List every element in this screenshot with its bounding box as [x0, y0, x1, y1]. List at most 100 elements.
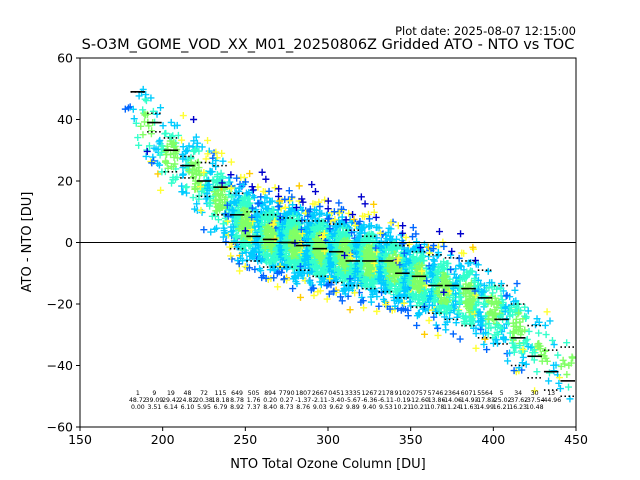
- data-point: [301, 257, 309, 265]
- data-point: [330, 287, 338, 295]
- data-point: [142, 111, 150, 119]
- data-point: [430, 313, 438, 321]
- data-point: [342, 216, 350, 224]
- data-point: [372, 213, 380, 221]
- data-point: [429, 262, 437, 270]
- data-point: [288, 193, 296, 201]
- data-point: [289, 212, 297, 220]
- data-point: [273, 255, 281, 263]
- data-point: [171, 122, 179, 130]
- data-point: [193, 200, 201, 208]
- data-point: [242, 189, 250, 197]
- data-point: [345, 209, 353, 217]
- data-point: [325, 254, 333, 262]
- bin-annotation: 1: [136, 390, 140, 397]
- bin-annotation: 9: [152, 390, 156, 397]
- data-point: [159, 122, 167, 130]
- data-point: [264, 205, 272, 213]
- data-point: [452, 297, 460, 305]
- data-point: [135, 141, 143, 149]
- data-point: [244, 219, 252, 227]
- data-point: [438, 274, 446, 282]
- data-point: [179, 112, 187, 120]
- data-point: [415, 286, 423, 294]
- data-point: [161, 130, 169, 138]
- data-point: [457, 293, 465, 301]
- data-point: [211, 188, 219, 196]
- data-point: [477, 326, 485, 334]
- data-point: [206, 168, 214, 176]
- data-point: [456, 335, 464, 343]
- data-point: [296, 262, 304, 270]
- data-point: [428, 271, 436, 279]
- data-point: [389, 272, 397, 280]
- data-point: [448, 247, 456, 255]
- data-point: [415, 299, 423, 307]
- data-point: [147, 158, 155, 166]
- data-point: [178, 136, 186, 144]
- data-point: [488, 315, 496, 323]
- chart-title: S-O3M_GOME_VOD_XX_M01_20250806Z Gridded …: [82, 37, 575, 53]
- data-point: [227, 228, 235, 236]
- data-point: [162, 147, 170, 155]
- data-point: [339, 287, 347, 295]
- bin-annotation: 6.10: [181, 404, 195, 411]
- data-point: [387, 225, 395, 233]
- y-tick-label: 60: [57, 51, 73, 66]
- data-point: [310, 231, 318, 239]
- data-point: [416, 283, 424, 291]
- y-tick-label: −60: [47, 420, 73, 435]
- data-point: [129, 105, 137, 113]
- data-point: [206, 202, 214, 210]
- bin-annotation: 7.37: [247, 404, 261, 411]
- bin-annotation: -5.67: [345, 397, 361, 404]
- x-tick-label: 400: [481, 432, 505, 447]
- data-point: [214, 216, 222, 224]
- data-point: [358, 226, 366, 234]
- data-point: [179, 143, 187, 151]
- data-point: [315, 198, 323, 206]
- bin-annotation: 5746: [428, 390, 444, 397]
- data-point: [354, 276, 362, 284]
- data-point: [337, 205, 345, 213]
- data-point: [239, 237, 247, 245]
- data-point: [386, 305, 394, 313]
- data-point: [404, 247, 412, 255]
- data-point: [433, 287, 441, 295]
- data-point: [280, 240, 288, 248]
- data-point: [190, 137, 198, 145]
- data-point: [243, 256, 251, 264]
- data-point: [332, 234, 340, 242]
- data-point: [148, 127, 156, 135]
- bin-annotation: 48.72: [129, 397, 147, 404]
- data-point: [142, 152, 150, 160]
- data-point: [242, 216, 250, 224]
- data-point: [432, 307, 440, 315]
- bin-annotation: 9102: [395, 390, 411, 397]
- data-point: [292, 204, 300, 212]
- data-point: [384, 229, 392, 237]
- data-point: [242, 209, 250, 217]
- data-point: [220, 224, 228, 232]
- data-point: [343, 237, 351, 245]
- data-point: [139, 106, 147, 114]
- data-point: [459, 272, 467, 280]
- data-point: [251, 244, 259, 252]
- bin-annotation: 10.78: [427, 404, 445, 411]
- bin-annotation: 20.38: [195, 397, 213, 404]
- data-point: [330, 229, 338, 237]
- data-point: [388, 246, 396, 254]
- data-point: [326, 263, 334, 271]
- data-point: [361, 278, 369, 286]
- data-point: [240, 199, 248, 207]
- data-point: [276, 250, 284, 258]
- data-point: [204, 136, 212, 144]
- data-point: [233, 174, 241, 182]
- data-point: [246, 195, 254, 203]
- data-point: [346, 261, 354, 269]
- bin-annotation: 19: [167, 390, 175, 397]
- data-point: [320, 278, 328, 286]
- data-point: [235, 225, 243, 233]
- data-point: [319, 274, 327, 282]
